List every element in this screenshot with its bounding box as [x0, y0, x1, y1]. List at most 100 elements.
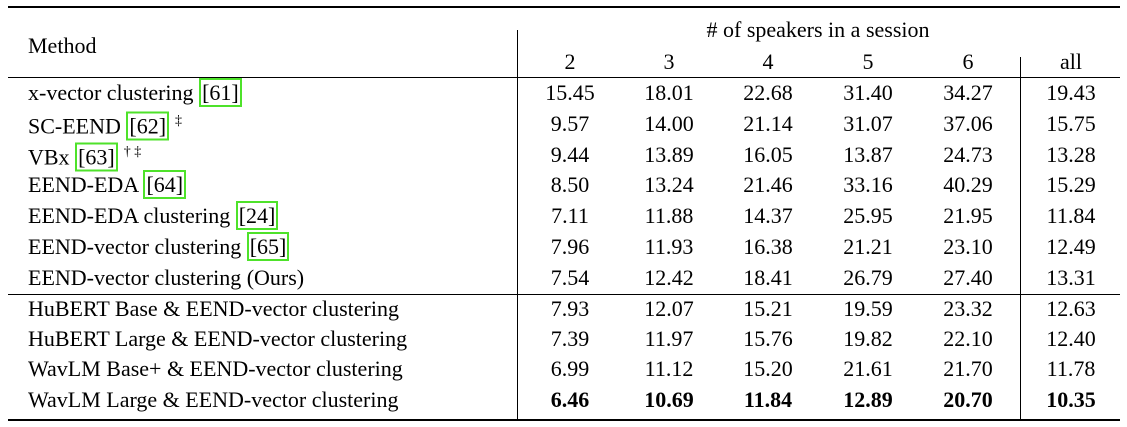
- value-cell: 19.82: [843, 326, 893, 352]
- method-cell: EEND-EDA [64]: [28, 170, 187, 200]
- value-cell: 15.45: [545, 80, 595, 105]
- bottom-rule: [8, 419, 1120, 421]
- value-cell: 11.84: [743, 386, 793, 412]
- value-cell: 10.69: [644, 386, 694, 412]
- method-cell: SC-EEND [62] ‡: [28, 108, 183, 141]
- value-cell: 19.59: [843, 296, 893, 321]
- value-cell: 19.43: [1046, 80, 1096, 105]
- value-cell: 11.88: [644, 203, 694, 229]
- value-cell: 8.50: [550, 172, 590, 198]
- value-cell: 21.95: [943, 203, 993, 229]
- value-cell: 7.39: [550, 326, 590, 352]
- value-cell: 21.70: [943, 356, 993, 382]
- value-cell: 21.46: [743, 172, 793, 198]
- method-name: SC-EEND: [28, 113, 121, 139]
- value-cell: 14.00: [644, 110, 694, 136]
- method-cell: x-vector clustering [61]: [28, 78, 242, 107]
- value-cell: 12.63: [1046, 296, 1096, 321]
- method-cell: EEND-vector clustering (Ours): [28, 265, 304, 291]
- method-cell: EEND-EDA clustering [24]: [28, 201, 279, 231]
- method-name: EEND-vector clustering: [28, 234, 242, 259]
- value-cell: 34.27: [943, 80, 993, 105]
- value-cell: 25.95: [843, 203, 893, 229]
- method-name: x-vector clustering: [28, 80, 194, 105]
- column-header: 3: [663, 49, 675, 74]
- value-cell: 13.31: [1046, 264, 1096, 290]
- method-name: HuBERT Large & EEND-vector clustering: [28, 326, 408, 352]
- value-cell: 7.11: [551, 203, 589, 229]
- value-cell: 21.14: [743, 110, 793, 136]
- value-cell: 26.79: [843, 264, 893, 290]
- value-cell: 14.37: [743, 203, 793, 229]
- value-cell: 13.87: [843, 141, 893, 167]
- column-header: 6: [962, 49, 974, 74]
- header-rule: [8, 77, 1120, 78]
- footnote-mark: † ‡: [123, 144, 142, 160]
- value-cell: 23.10: [943, 234, 993, 259]
- citation: [24]: [235, 201, 279, 231]
- method-header: Method: [28, 33, 97, 58]
- column-header: 5: [862, 49, 874, 74]
- value-cell: 13.24: [644, 172, 694, 198]
- method-name: WavLM Base+ & EEND-vector clustering: [28, 356, 403, 382]
- value-cell: 24.73: [943, 141, 993, 167]
- method-name: EEND-EDA clustering: [28, 203, 231, 229]
- value-cell: 7.54: [550, 264, 590, 290]
- citation: [63]: [75, 142, 118, 172]
- value-cell: 15.29: [1046, 172, 1096, 198]
- value-cell: 21.61: [843, 356, 893, 382]
- value-cell: 18.01: [644, 80, 694, 105]
- value-cell: 13.89: [644, 141, 694, 167]
- method-cell: VBx [63] † ‡: [28, 139, 142, 172]
- citation: [62]: [126, 111, 170, 141]
- value-cell: 10.35: [1046, 386, 1096, 412]
- value-cell: 9.57: [550, 110, 590, 136]
- citation: [64]: [143, 170, 187, 200]
- value-cell: 15.21: [743, 296, 793, 321]
- value-cell: 12.07: [644, 296, 694, 321]
- method-name: HuBERT Base & EEND-vector clustering: [28, 296, 399, 321]
- value-cell: 12.49: [1046, 234, 1096, 259]
- value-cell: 22.10: [943, 326, 993, 352]
- column-divider: [1020, 57, 1021, 421]
- group-header: # of speakers in a session: [706, 17, 930, 42]
- top-rule: [8, 6, 1120, 8]
- column-header: 2: [564, 49, 576, 74]
- method-cell: HuBERT Base & EEND-vector clustering: [28, 296, 399, 322]
- value-cell: 11.93: [644, 234, 694, 259]
- value-cell: 9.44: [550, 141, 590, 167]
- value-cell: 18.41: [743, 264, 793, 290]
- method-name: EEND-vector clustering (Ours): [28, 264, 305, 290]
- value-cell: 31.07: [843, 110, 893, 136]
- method-cell: WavLM Large & EEND-vector clustering: [28, 387, 398, 413]
- value-cell: 23.32: [943, 296, 993, 321]
- column-divider: [517, 30, 518, 421]
- value-cell: 22.68: [743, 80, 793, 105]
- method-cell: EEND-vector clustering [65]: [28, 232, 290, 261]
- value-cell: 11.97: [644, 326, 694, 352]
- footnote-mark: ‡: [175, 113, 183, 129]
- value-cell: 7.93: [550, 296, 590, 321]
- method-cell: WavLM Base+ & EEND-vector clustering: [28, 356, 403, 382]
- value-cell: 6.99: [550, 356, 590, 382]
- value-cell: 7.96: [550, 234, 590, 259]
- value-cell: 40.29: [943, 172, 993, 198]
- value-cell: 33.16: [843, 172, 893, 198]
- value-cell: 15.20: [743, 356, 793, 382]
- column-header: 4: [762, 49, 774, 74]
- value-cell: 21.21: [843, 234, 893, 259]
- value-cell: 6.46: [550, 386, 590, 412]
- value-cell: 20.70: [943, 386, 993, 412]
- group-rule: [8, 294, 1120, 295]
- method-cell: HuBERT Large & EEND-vector clustering: [28, 326, 407, 352]
- value-cell: 16.38: [743, 234, 793, 259]
- value-cell: 37.06: [943, 110, 993, 136]
- value-cell: 12.40: [1046, 326, 1096, 352]
- value-cell: 11.84: [1046, 203, 1096, 229]
- citation: [65]: [246, 232, 290, 261]
- value-cell: 11.78: [1046, 356, 1096, 382]
- column-header: all: [1060, 49, 1082, 74]
- value-cell: 27.40: [943, 264, 993, 290]
- value-cell: 12.89: [843, 386, 893, 412]
